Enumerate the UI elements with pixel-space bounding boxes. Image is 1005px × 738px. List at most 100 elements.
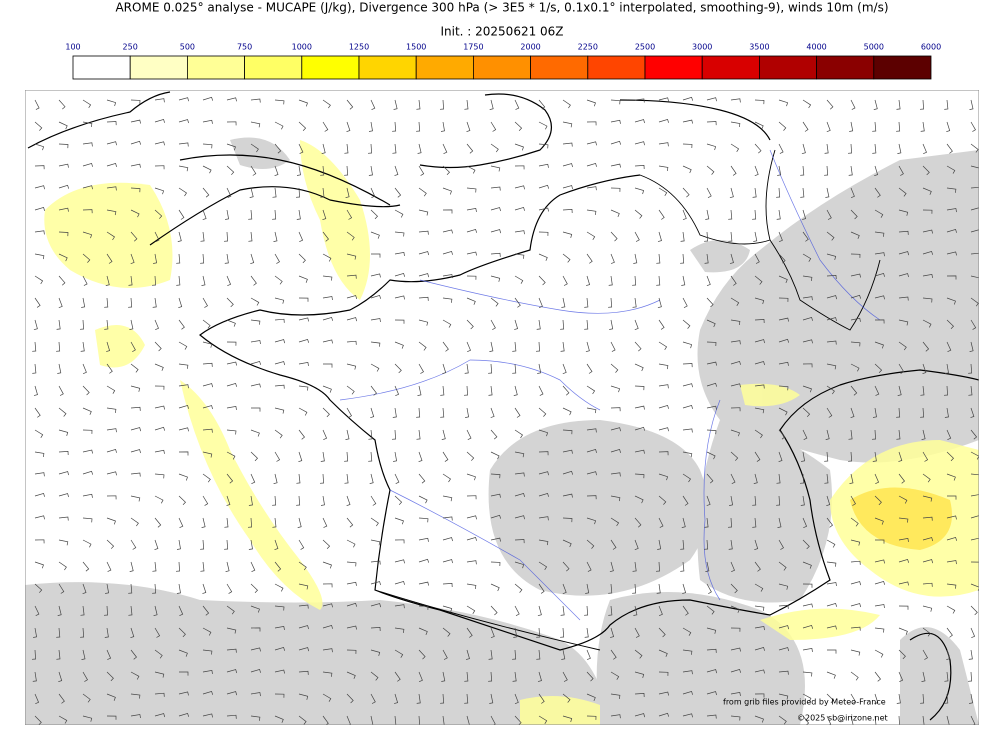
colorbar-tick-label: 750 [237,43,252,52]
wind-barb [178,691,189,696]
wind-barb [896,693,901,704]
wind-barb [946,143,953,154]
wind-barb [104,297,109,308]
wind-barb [295,187,300,198]
colorbar-bin [644,55,703,80]
wind-barb [370,517,379,527]
wind-barb [610,231,618,242]
colorbar-bin [873,55,932,80]
wind-barb [560,627,565,638]
wind-barb [202,362,213,367]
wind-barb [922,537,934,542]
wind-barb [250,692,261,697]
wind-barb [394,231,405,237]
wind-barb [200,253,205,264]
wind-barb [298,429,305,440]
wind-barb [922,319,932,328]
wind-barb [824,165,829,176]
wind-barb [226,187,232,199]
wind-barb [826,363,837,370]
wind-barb [370,581,381,586]
wind-barb [826,209,832,220]
wind-barb [223,231,228,242]
wind-barb [922,605,933,612]
wind-barb [250,143,259,153]
wind-barb [418,451,423,463]
wind-barb [730,715,741,721]
wind-barb [346,715,351,725]
wind-barb [970,275,979,282]
wind-barb [632,297,637,308]
wind-barb [562,99,571,109]
wind-barb [322,339,333,344]
wind-barb [730,297,740,306]
wind-barb [872,121,877,132]
wind-barb [392,715,397,725]
wind-barb [970,561,979,563]
wind-barb [826,340,837,345]
wind-barb [874,671,881,682]
wind-barb [370,273,381,278]
wind-barb [273,231,278,242]
wind-barb [802,99,812,109]
wind-barb [778,670,789,675]
wind-barb [346,121,351,133]
wind-barb [442,143,448,155]
wind-barb [513,385,518,396]
wind-barb [80,605,85,616]
wind-barb [202,473,211,483]
wind-barb [586,363,593,374]
wind-barb [848,165,853,176]
wind-barb [82,671,88,682]
wind-barb [298,143,304,154]
wind-barb [416,693,421,704]
wind-barb [874,517,884,525]
wind-barb [57,605,62,616]
wind-barb [128,583,133,594]
wind-barb [849,121,854,132]
wind-barb [490,207,501,212]
cloud-grey [25,137,979,725]
wind-barb [202,605,210,616]
colorbar-tick-label: 5000 [864,43,884,52]
wind-barb [274,99,285,105]
wind-barb [33,627,38,638]
wind-barb [969,99,974,110]
wind-barb [898,451,903,462]
wind-barb [968,363,973,374]
wind-barb [512,363,517,374]
wind-barb [82,142,93,147]
wind-barb [416,121,421,132]
wind-barb [274,143,282,154]
wind-barb [490,451,500,460]
wind-barb [250,647,261,652]
wind-barb [946,451,954,462]
wind-barb [202,583,207,594]
wind-barb [490,229,502,234]
wind-barb [633,253,638,264]
wind-barb [730,668,742,673]
wind-barb [130,231,138,242]
wind-barb [440,693,445,704]
wind-barb [682,341,693,349]
wind-barb [58,121,68,130]
wind-barb [754,715,764,723]
wind-barb [898,165,904,176]
wind-barb [682,165,692,174]
wind-barb [106,561,112,572]
wind-barb [442,319,452,328]
wind-barb [513,627,518,638]
wind-barb [250,561,256,573]
wind-barb [586,121,597,126]
wind-barb [224,539,229,550]
wind-barb [898,296,909,301]
wind-barb [706,143,717,151]
wind-barb [826,602,838,607]
wind-barb [442,473,451,483]
wind-barb [754,275,763,285]
wind-barb [226,97,237,102]
wind-barb [418,627,428,636]
wind-barb [682,451,693,458]
wind-barb [802,253,812,262]
